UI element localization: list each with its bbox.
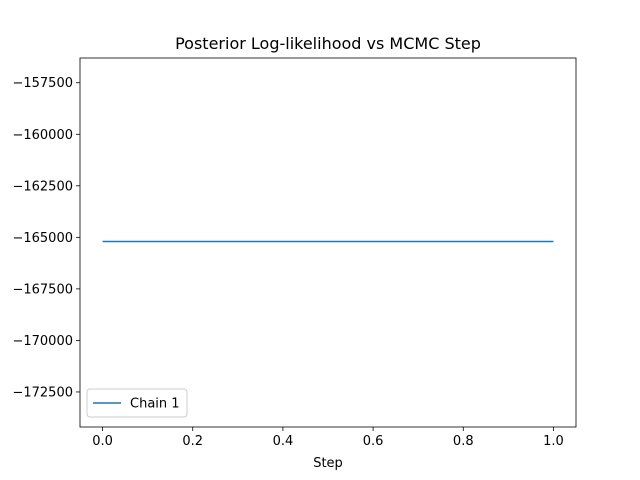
y-tick-label: −172500 [12,385,73,400]
y-tick-label: −170000 [12,334,73,349]
x-tick-label: 0.4 [273,434,294,449]
plot-area: 0.0 0.2 0.4 0.6 0.8 1.0 −157500 −160000 −162500 −… [12,57,577,449]
y-tick-label: −157500 [12,76,73,91]
x-axis-label: Step [313,456,343,471]
y-tick-label: −162500 [12,179,73,194]
x-tick-label: 0.2 [182,434,203,449]
legend-label: Chain 1 [130,397,180,412]
x-tick-label: 0.6 [363,434,384,449]
y-tick-label: −160000 [12,128,73,143]
legend-box [86,388,188,418]
x-tick-label: 0.0 [92,434,113,449]
y-tick-label: −167500 [12,282,73,297]
axes-frame [79,57,577,428]
x-tick-label: 1.0 [543,434,564,449]
x-tick-label: 0.8 [453,434,474,449]
y-tick-label: −165000 [12,231,73,246]
chart-title: Posterior Log-likelihood vs MCMC Step [175,34,481,53]
